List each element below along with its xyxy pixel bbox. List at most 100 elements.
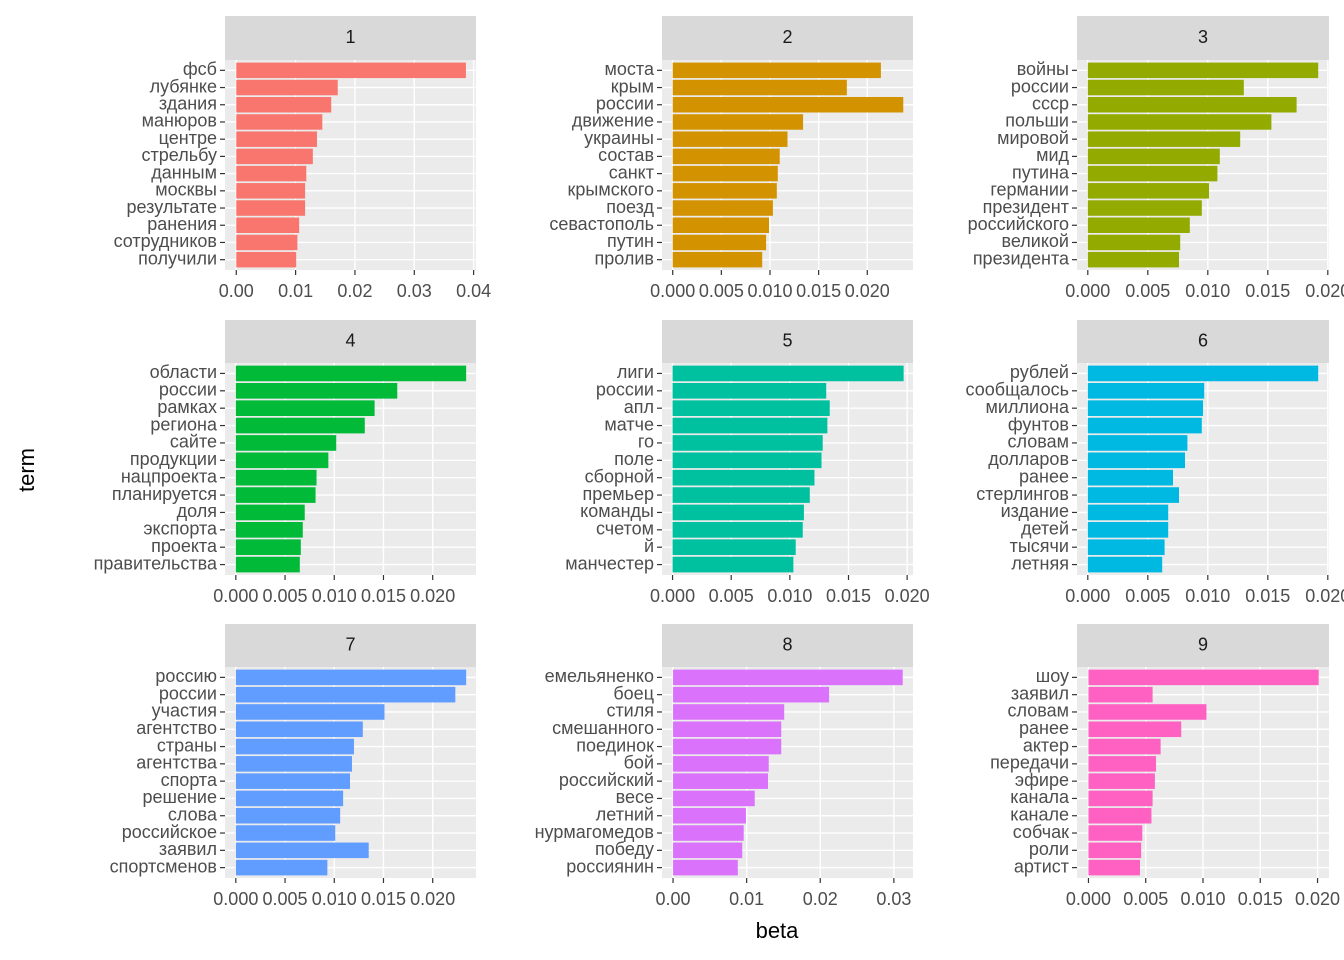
y-tick-label: тысячи — [1010, 536, 1069, 556]
y-tick-label: экспорта — [143, 519, 218, 539]
panel-title: 9 — [1198, 634, 1208, 654]
bar — [1088, 807, 1152, 824]
y-tick-label: президент — [983, 197, 1069, 217]
bar — [235, 382, 398, 399]
y-tick-label: манюров — [142, 111, 217, 131]
bar — [673, 842, 743, 859]
y-tick-label: великой — [1002, 231, 1069, 251]
bar — [1087, 382, 1205, 399]
x-tick-label: 0.01 — [278, 281, 313, 301]
bar — [672, 183, 777, 199]
y-tick-label: россии — [596, 94, 654, 114]
x-tick-label: 0.000 — [650, 586, 695, 606]
x-tick-label: 0.005 — [709, 586, 754, 606]
y-tick-label: поединок — [576, 735, 654, 755]
strip-background — [662, 16, 913, 60]
y-tick-label: счетом — [596, 519, 654, 539]
y-tick-label: мид — [1036, 145, 1069, 165]
panel-title: 3 — [1198, 27, 1208, 47]
x-tick-label: 0.015 — [1238, 889, 1283, 909]
bar — [672, 452, 822, 469]
y-tick-label: летний — [596, 804, 654, 824]
x-tick-label: 0.020 — [410, 889, 455, 909]
x-tick-label: 0.005 — [263, 889, 308, 909]
y-tick-label: области — [150, 362, 217, 382]
y-tick-label: ранее — [1019, 718, 1069, 738]
x-tick-label: 0.005 — [1125, 586, 1170, 606]
y-tick-label: весе — [616, 787, 654, 807]
bar — [1087, 365, 1319, 382]
y-tick-label: бой — [624, 753, 654, 773]
x-tick-label: 0.00 — [219, 281, 254, 301]
y-tick-label: собчак — [1013, 822, 1069, 842]
y-tick-label: нурмагомедов — [535, 822, 654, 842]
y-tick-label: роли — [1029, 839, 1069, 859]
y-tick-label: матче — [604, 414, 654, 434]
x-tick-label: 0.03 — [876, 889, 911, 909]
y-tick-label: крымского — [568, 180, 654, 200]
y-tick-label: сообщалось — [966, 380, 1069, 400]
y-tick-label: спорта — [161, 770, 218, 790]
bar — [1088, 721, 1182, 738]
bar — [1088, 738, 1161, 755]
y-tick-label: стрельбу — [142, 145, 217, 165]
y-tick-label: моста — [605, 59, 655, 79]
y-tick-label: россиянин — [566, 856, 654, 876]
bar — [1087, 556, 1163, 573]
bar — [235, 738, 354, 755]
bar — [672, 131, 788, 147]
y-tick-label: планируется — [112, 484, 217, 504]
y-axis-title: term — [14, 448, 39, 492]
bar — [235, 539, 301, 556]
bar — [672, 217, 770, 233]
bar — [673, 669, 903, 686]
bar — [673, 721, 782, 738]
bar — [1088, 842, 1142, 859]
panel-title: 5 — [782, 330, 792, 350]
bar — [1088, 686, 1153, 703]
y-tick-label: нацпроекта — [121, 466, 218, 486]
x-tick-label: 0.010 — [312, 889, 357, 909]
bar — [236, 165, 307, 182]
x-tick-label: 0.015 — [1245, 281, 1290, 301]
bar — [1087, 62, 1319, 79]
x-tick-label: 0.04 — [456, 281, 491, 301]
bar — [673, 790, 755, 807]
bar — [1088, 773, 1155, 789]
x-tick-label: 0.020 — [885, 586, 930, 606]
y-tick-label: севастополь — [549, 214, 654, 234]
bar — [236, 97, 332, 113]
y-tick-label: рублей — [1010, 362, 1069, 382]
bar — [235, 704, 385, 720]
bar — [672, 251, 763, 268]
bar — [673, 859, 738, 876]
bar — [672, 504, 804, 521]
panel-title: 7 — [345, 634, 355, 654]
y-tick-label: апл — [624, 397, 654, 417]
bar — [673, 704, 785, 720]
y-tick-label: передачи — [990, 753, 1069, 773]
y-tick-label: заявил — [159, 839, 217, 859]
y-tick-label: команды — [580, 501, 654, 521]
x-tick-label: 0.000 — [213, 889, 258, 909]
y-tick-label: фсб — [183, 59, 217, 79]
bar — [1088, 756, 1157, 772]
panel-title: 8 — [782, 634, 792, 654]
bar — [1087, 539, 1165, 556]
bar — [236, 234, 298, 251]
y-tick-label: боец — [613, 683, 654, 703]
bar — [1087, 165, 1218, 182]
strip-background — [1077, 16, 1329, 60]
panel-title: 1 — [345, 27, 355, 47]
bar — [235, 417, 365, 434]
bar — [672, 200, 773, 216]
y-tick-label: стиля — [606, 701, 654, 721]
x-tick-label: 0.010 — [312, 586, 357, 606]
strip-background — [1077, 624, 1329, 667]
x-tick-label: 0.020 — [1295, 889, 1340, 909]
bar — [235, 487, 316, 503]
bar — [672, 469, 815, 486]
y-tick-label: движение — [572, 111, 654, 131]
bar — [1088, 669, 1319, 686]
